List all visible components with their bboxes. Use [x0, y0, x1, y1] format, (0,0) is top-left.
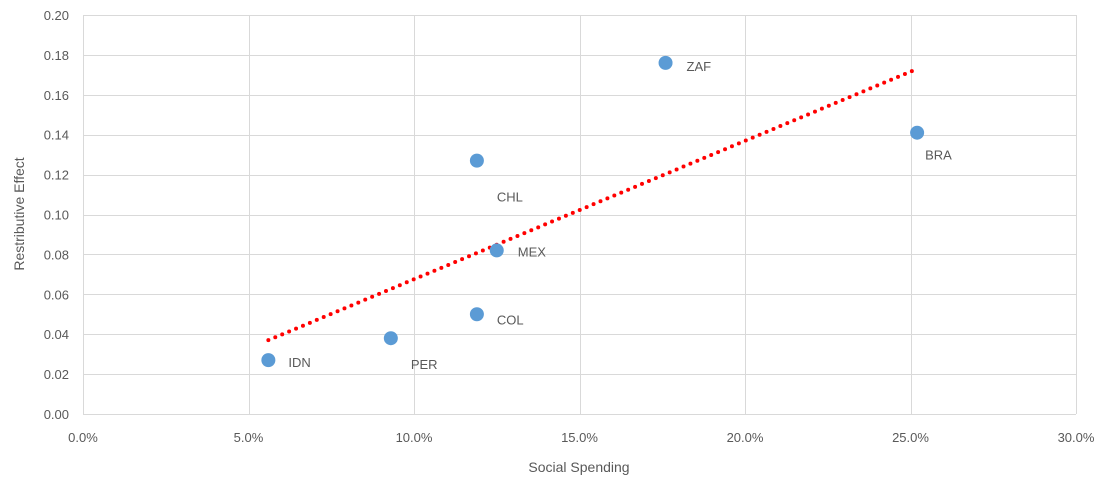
data-point-per [383, 331, 398, 346]
y-tick-label: 0.16 [44, 88, 69, 103]
data-points [261, 55, 925, 368]
grid-lines [83, 15, 1077, 415]
y-axis-title: Restributive Effect [11, 157, 27, 270]
data-point-chl [469, 153, 484, 168]
y-tick-label: 0.00 [44, 407, 69, 422]
point-label-mex: MEX [518, 244, 547, 259]
data-point-zaf [658, 55, 673, 70]
y-tick-label: 0.08 [44, 247, 69, 262]
y-tick-label: 0.12 [44, 168, 69, 183]
point-labels: IDN PER COL CHL MEX ZAF BRA [288, 59, 952, 372]
y-tick-label: 0.02 [44, 367, 69, 382]
x-axis-tick-labels: 0.0% 5.0% 10.0% 15.0% 20.0% 25.0% 30.0% [68, 430, 1095, 445]
x-tick-label: 0.0% [68, 430, 98, 445]
point-label-per: PER [411, 357, 438, 372]
point-label-idn: IDN [288, 355, 310, 370]
x-tick-label: 5.0% [234, 430, 264, 445]
y-tick-label: 0.14 [44, 128, 69, 143]
point-label-zaf: ZAF [687, 59, 712, 74]
y-tick-label: 0.20 [44, 8, 69, 23]
x-tick-label: 30.0% [1058, 430, 1095, 445]
data-point-mex [489, 243, 504, 258]
x-axis-title: Social Spending [528, 459, 629, 475]
data-point-col [469, 307, 484, 322]
x-tick-label: 15.0% [561, 430, 598, 445]
y-tick-label: 0.18 [44, 48, 69, 63]
trendline-layer [266, 66, 920, 343]
x-tick-label: 25.0% [892, 430, 929, 445]
y-tick-label: 0.06 [44, 287, 69, 302]
x-tick-label: 10.0% [396, 430, 433, 445]
data-point-bra [910, 125, 925, 140]
point-label-chl: CHL [497, 190, 523, 205]
trendline [266, 66, 920, 343]
y-tick-label: 0.10 [44, 208, 69, 223]
data-point-idn [261, 353, 276, 368]
point-label-col: COL [497, 312, 524, 327]
x-tick-label: 20.0% [727, 430, 764, 445]
y-tick-label: 0.04 [44, 327, 69, 342]
y-axis-tick-labels: 0.00 0.02 0.04 0.06 0.08 0.10 0.12 0.14 0.16 0.18… [44, 8, 69, 422]
point-label-bra: BRA [925, 148, 952, 163]
